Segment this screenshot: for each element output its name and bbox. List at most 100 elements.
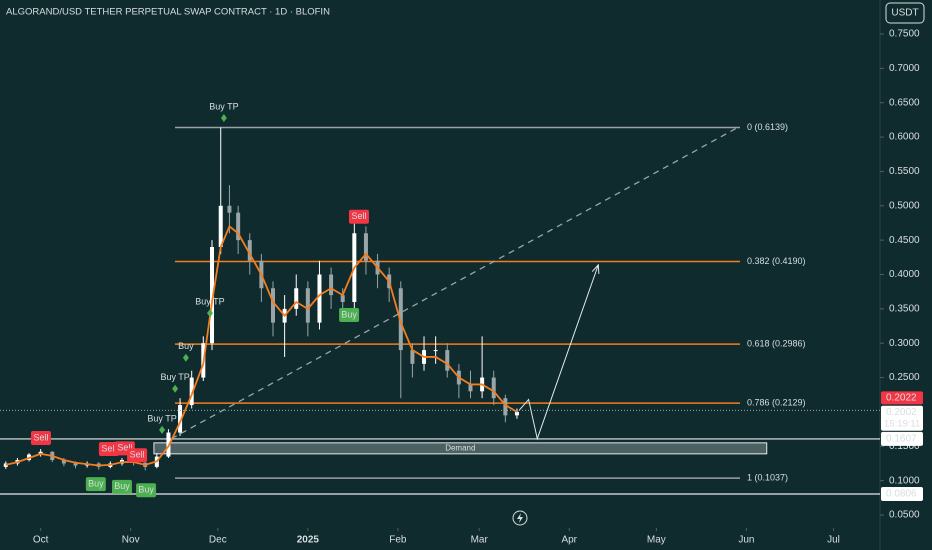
x-tick-label: Jun — [738, 535, 754, 546]
price-tag — [881, 405, 923, 431]
price-tag-label: 0.2022 — [886, 393, 917, 404]
y-tick-label: 0.3500 — [889, 303, 920, 314]
tp-label: Buy TP — [195, 296, 224, 306]
buy-signal — [136, 483, 157, 498]
currency-label: USDT — [891, 8, 918, 19]
y-tick-label: 0.4000 — [889, 269, 920, 280]
fib-label: 0.786 (0.2129) — [747, 397, 806, 407]
candle-body — [445, 350, 450, 371]
candle-body — [271, 288, 276, 323]
price-tag-label: 0.0806 — [886, 489, 917, 500]
y-tick-label: 0.5500 — [889, 166, 920, 177]
candle-body — [514, 411, 519, 416]
sell-signal — [98, 442, 119, 457]
candle-body — [218, 205, 223, 248]
candle-body — [468, 384, 473, 392]
y-tick-label: 0.7500 — [889, 29, 920, 40]
x-tick-label: Apr — [561, 535, 577, 546]
sell-signal — [30, 431, 51, 446]
sell-signal — [127, 448, 148, 463]
candle-body — [236, 212, 241, 241]
candle-body — [73, 463, 78, 466]
candle-body — [317, 274, 322, 323]
candle-body — [247, 240, 252, 261]
chart-title: ALGORAND/USD TETHER PERPETUAL SWAP CONTR… — [6, 7, 330, 18]
x-tick-label: Mar — [471, 535, 489, 546]
x-tick-label: Jul — [827, 535, 840, 546]
candle-body — [410, 350, 415, 364]
tp-marker — [206, 309, 213, 318]
x-tick-label: Dec — [209, 535, 227, 546]
y-tick-label: 0.6000 — [889, 132, 920, 143]
sell-label: Sell — [351, 211, 366, 221]
lightning-icon[interactable] — [512, 510, 528, 526]
tp-label: Buy — [178, 341, 194, 351]
buy-signal — [85, 477, 106, 492]
tp-label: Buy TP — [147, 413, 176, 423]
tp-marker — [220, 113, 227, 122]
candle-body — [340, 295, 345, 302]
candle-body — [491, 377, 496, 399]
sell-label: Sell — [101, 443, 116, 453]
sell-label: Sell — [130, 450, 145, 460]
buy-label: Buy — [114, 481, 130, 491]
buy-label: Buy — [341, 309, 357, 319]
y-tick-label: 0.4500 — [889, 235, 920, 246]
candle-body — [3, 463, 8, 467]
x-tick-label: Nov — [122, 535, 140, 546]
candle-body — [503, 398, 508, 416]
price-tag — [881, 486, 923, 501]
fib-label: 0.618 (0.2986) — [747, 339, 806, 349]
price-tag-label: 0.2002 — [886, 407, 917, 418]
y-tick-label: 0.2500 — [889, 372, 920, 383]
x-tick-label: Oct — [33, 535, 49, 546]
tp-marker — [182, 353, 189, 362]
x-tick-label: 2025 — [297, 535, 320, 546]
y-tick-label: 0.1500 — [889, 441, 920, 452]
moving-average — [5, 224, 518, 467]
currency-button[interactable] — [885, 2, 925, 24]
sell-signal — [348, 209, 369, 224]
buy-signal — [339, 308, 360, 323]
tp-marker — [159, 425, 166, 434]
price-tag-label: 0.1607 — [886, 434, 917, 445]
tp-label: Buy TP — [209, 101, 238, 111]
buy-signal — [111, 479, 132, 494]
demand-label: Demand — [445, 443, 475, 452]
buy-label: Buy — [88, 478, 104, 488]
candle-body — [398, 288, 403, 351]
arrow-head — [591, 263, 600, 274]
countdown: 15:19:11 — [884, 418, 920, 429]
trend-line — [171, 126, 739, 440]
fib-label: 1 (0.1037) — [747, 472, 788, 482]
candle-body — [227, 205, 232, 213]
price-tag — [881, 391, 923, 405]
sell-label: Sell — [33, 432, 48, 442]
y-tick-label: 0.5000 — [889, 200, 920, 211]
candle-body — [305, 288, 310, 323]
fib-label: 0.382 (0.4190) — [747, 256, 806, 266]
x-tick-label: Feb — [389, 535, 407, 546]
fib-label: 0 (0.6139) — [747, 122, 788, 132]
candle-body — [363, 233, 368, 261]
candle-body — [210, 247, 215, 344]
candle-body — [294, 288, 299, 309]
candle-body — [329, 274, 334, 296]
tp-label: Buy TP — [160, 372, 189, 382]
projection-path — [518, 264, 599, 441]
candle-body — [61, 460, 66, 464]
tp-marker — [172, 384, 179, 393]
candle-body — [178, 405, 183, 433]
y-tick-label: 0.7000 — [889, 63, 920, 74]
y-tick-label: 0.1000 — [889, 475, 920, 486]
y-tick-label: 0.6500 — [889, 97, 920, 108]
sell-label: Sell — [117, 443, 132, 453]
candle-body — [189, 377, 194, 406]
price-tag — [881, 431, 923, 446]
demand-zone — [153, 442, 768, 455]
candle-body — [433, 350, 438, 352]
y-tick-label: 0.3000 — [889, 338, 920, 349]
y-tick-label: 0.0500 — [889, 510, 920, 521]
